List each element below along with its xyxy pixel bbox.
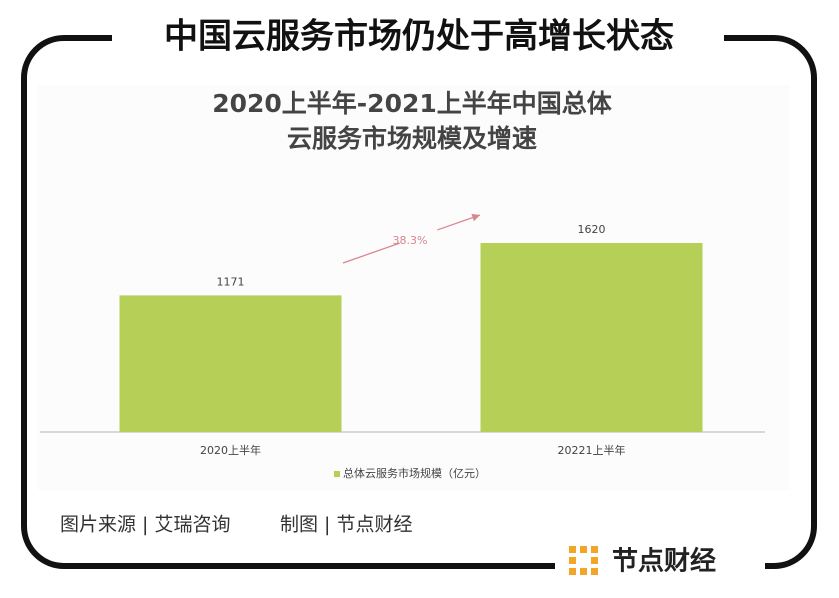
page-title: 中国云服务市场仍处于高增长状态	[164, 17, 674, 57]
bar	[119, 295, 342, 432]
value-label: 1171	[217, 275, 245, 288]
chart-title: 云服务市场规模及增速	[287, 124, 537, 153]
credit-text: 制图 | 节点财经	[280, 514, 412, 536]
value-label: 1620	[578, 223, 606, 236]
source-text: 图片来源 | 艾瑞咨询	[60, 514, 230, 536]
legend-swatch	[334, 471, 340, 477]
legend-label: 总体云服务市场规模（亿元）	[343, 466, 486, 480]
bar	[480, 243, 703, 432]
logo-backdrop	[555, 528, 765, 588]
x-tick-label: 20221上半年	[558, 443, 626, 457]
x-tick-label: 2020上半年	[200, 443, 261, 457]
growth-arrow	[342, 213, 481, 264]
logo-icon	[569, 546, 598, 575]
chart-title: 2020上半年-2021上半年中国总体	[212, 89, 613, 118]
growth-label: 38.3%	[393, 234, 428, 247]
title-backdrop	[112, 14, 724, 62]
logo-text: 节点财经	[612, 546, 716, 577]
